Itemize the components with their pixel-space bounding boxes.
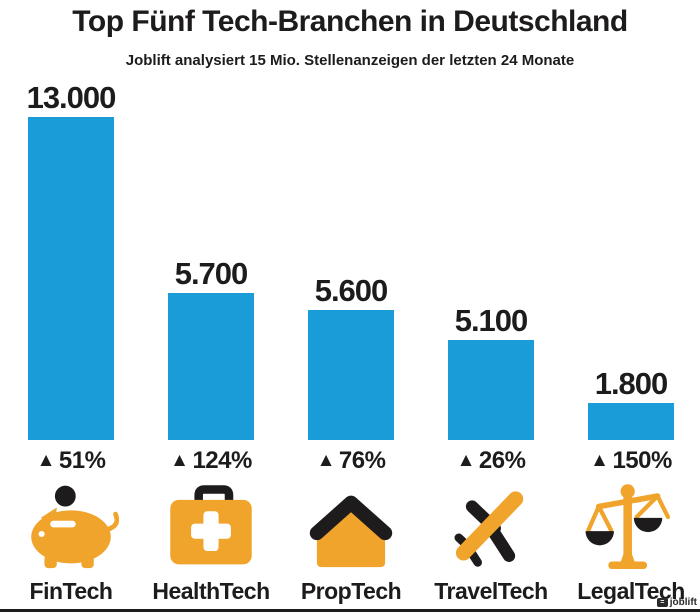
legaltech-icon-cell: [562, 478, 700, 572]
page-title: Top Fünf Tech-Branchen in Deutschland: [72, 5, 628, 38]
scales-icon: [585, 484, 671, 570]
bar-proptech: [308, 310, 394, 440]
bar-column-traveltech: 5.100: [422, 78, 560, 440]
proptech-icon-cell: [282, 478, 420, 572]
first-aid-kit-icon: [170, 485, 252, 565]
growth-traveltech: ▲ 26%: [422, 444, 560, 478]
up-arrow-icon: ▲: [316, 450, 336, 471]
bar-fintech: [28, 117, 114, 440]
category-label-fintech: FinTech: [29, 577, 113, 604]
bar-column-fintech: 13.000: [2, 78, 140, 440]
growth-value: 124%: [192, 447, 252, 474]
joblift-logo-icon: =: [656, 598, 668, 607]
bar-value-label: 5.700: [174, 256, 249, 291]
house-icon: [309, 495, 393, 568]
airplane-icon: [454, 491, 524, 567]
up-arrow-icon: ▲: [590, 450, 609, 471]
bar-value-label: 13.000: [26, 80, 117, 115]
growth-legaltech: ▲ 150%: [562, 444, 700, 478]
bar-value-label: 5.100: [454, 303, 529, 338]
bar-legaltech: [588, 403, 674, 440]
growth-healthtech: ▲ 124%: [142, 444, 280, 478]
category-label-proptech: PropTech: [300, 577, 402, 604]
growth-value: 76%: [338, 447, 386, 474]
bar-column-healthtech: 5.700: [142, 78, 280, 440]
category-label-row: FinTech HealthTech PropTech TravelTech L…: [0, 576, 700, 606]
up-arrow-icon: ▲: [170, 450, 189, 471]
bar-column-legaltech: 1.800: [562, 78, 700, 440]
bar-value-label: 5.600: [314, 273, 389, 308]
healthtech-icon-cell: [142, 478, 280, 572]
bar-value-label: 1.800: [594, 366, 669, 401]
fintech-icon-cell: [2, 478, 140, 572]
joblift-watermark-text: joblift: [669, 597, 697, 608]
growth-proptech: ▲ 76%: [282, 444, 420, 478]
bar-column-proptech: 5.600: [282, 78, 420, 440]
icon-row: [0, 478, 700, 572]
growth-value: 150%: [612, 447, 672, 474]
growth-value: 26%: [478, 447, 526, 474]
bar-chart: 13.000 5.700 5.600 5.100 1.800: [0, 78, 700, 440]
page-subtitle: Joblift analysiert 15 Mio. Stellenanzeig…: [125, 52, 575, 69]
up-arrow-icon: ▲: [456, 450, 476, 471]
growth-fintech: ▲ 51%: [2, 444, 140, 478]
joblift-watermark: = joblift: [656, 597, 697, 608]
growth-value: 51%: [58, 447, 106, 474]
piggy-bank-icon: [31, 485, 119, 569]
category-label-traveltech: TravelTech: [434, 577, 548, 604]
bar-traveltech: [448, 340, 534, 440]
traveltech-icon-cell: [422, 478, 560, 572]
up-arrow-icon: ▲: [36, 450, 56, 471]
category-label-healthtech: HealthTech: [152, 577, 270, 604]
bar-healthtech: [168, 293, 254, 440]
bottom-divider: [0, 609, 700, 612]
growth-row: ▲ 51% ▲ 124% ▲ 76% ▲ 26% ▲ 150%: [0, 444, 700, 478]
